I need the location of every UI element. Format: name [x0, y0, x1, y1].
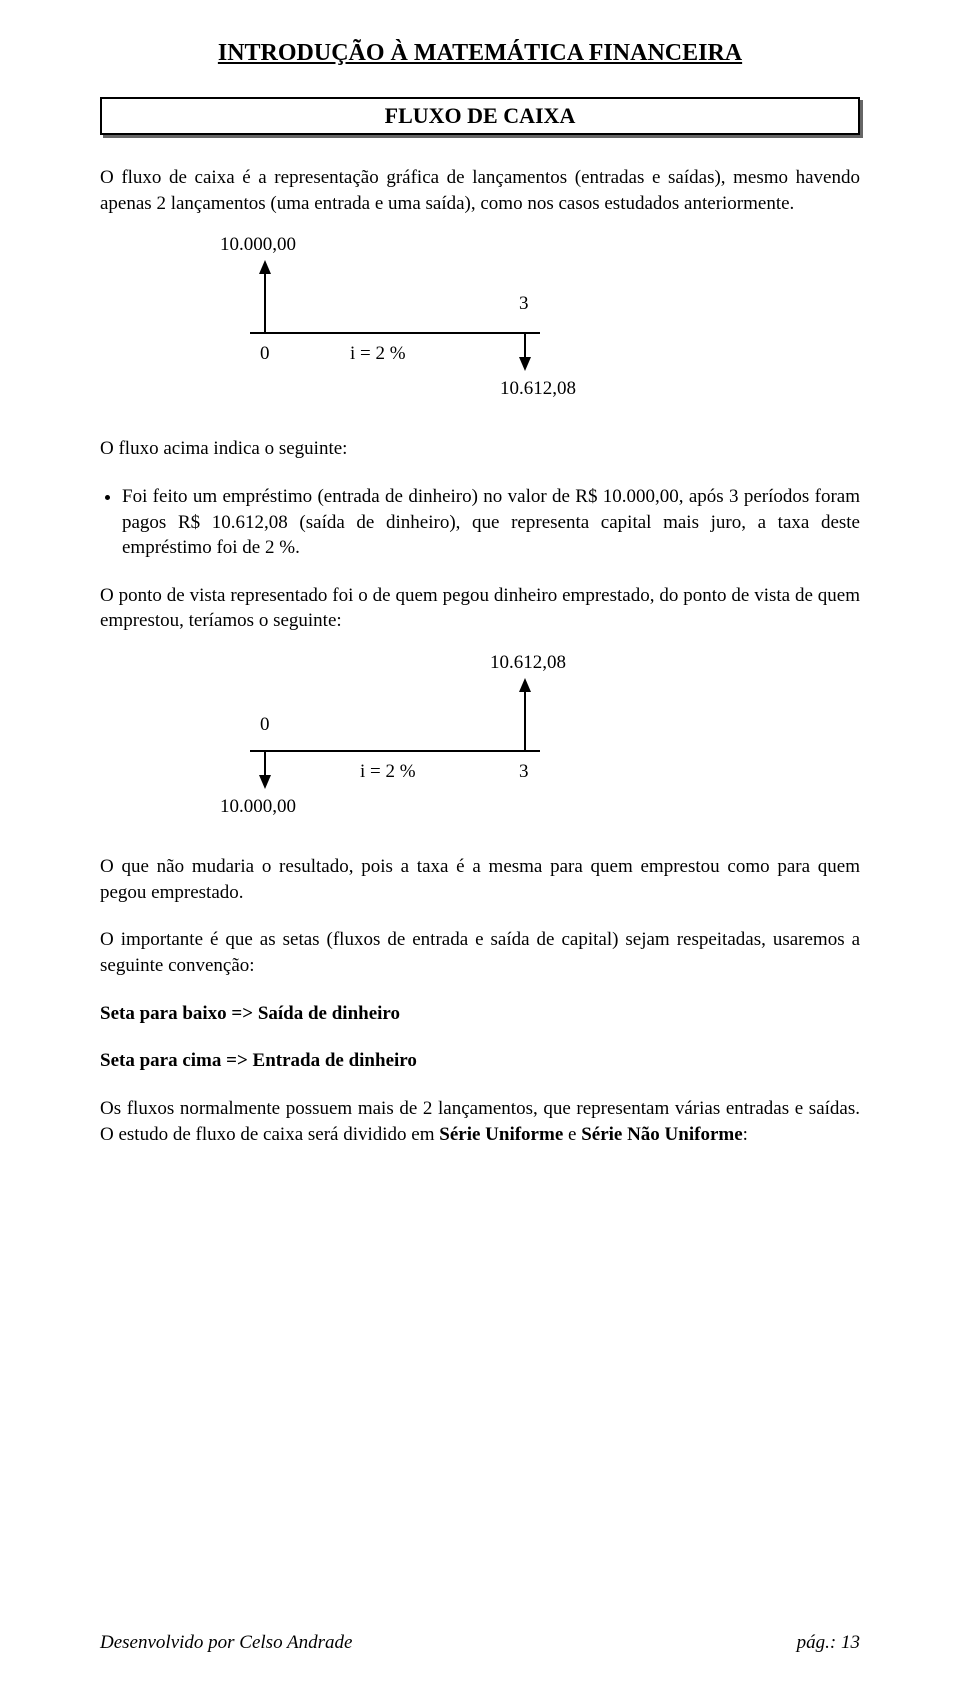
cashflow-diagram-lender: 10.612,08 0 i = 2 % 3 10.000,00: [240, 656, 860, 826]
d1-fv-label: 10.612,08: [500, 378, 576, 400]
para-flow-indicates: O fluxo acima indica o seguinte:: [100, 436, 860, 462]
d1-rate: i = 2 %: [350, 343, 406, 365]
d2-fv-label: 10.612,08: [490, 652, 566, 674]
cashflow-diagram-borrower: 10.000,00 0 i = 2 % 3 10.612,08: [240, 238, 860, 408]
para-convention: O importante é que as setas (fluxos de e…: [100, 927, 860, 978]
page: INTRODUÇÃO À MATEMÁTICA FINANCEIRA FLUXO…: [0, 0, 960, 1704]
d2-pv-label: 10.000,00: [220, 796, 296, 818]
para-pov: O ponto de vista representado foi o de q…: [100, 583, 860, 634]
rule-arrow-down: Seta para baixo => Saída de dinheiro: [100, 1001, 860, 1027]
bullet-list: Foi feito um empréstimo (entrada de dinh…: [100, 484, 860, 561]
page-title: INTRODUÇÃO À MATEMÁTICA FINANCEIRA: [100, 40, 860, 67]
d1-pv-label: 10.000,00: [220, 234, 296, 256]
bullet-item-1: Foi feito um empréstimo (entrada de dinh…: [122, 484, 860, 561]
d1-time0: 0: [260, 343, 270, 365]
d2-rate: i = 2 %: [360, 761, 416, 783]
footer-page-number: pág.: 13: [797, 1632, 860, 1654]
para-series: Os fluxos normalmente possuem mais de 2 …: [100, 1096, 860, 1147]
intro-paragraph: O fluxo de caixa é a representação gráfi…: [100, 165, 860, 216]
series-non-uniform: Série Não Uniforme: [581, 1124, 742, 1145]
para6-mid: e: [563, 1124, 581, 1145]
d2-n: 3: [519, 761, 529, 783]
d2-time0: 0: [260, 714, 270, 736]
para6-post: :: [743, 1124, 748, 1145]
rule-arrow-up: Seta para cima => Entrada de dinheiro: [100, 1048, 860, 1074]
page-footer: Desenvolvido por Celso Andrade pág.: 13: [100, 1632, 860, 1654]
para-no-change: O que não mudaria o resultado, pois a ta…: [100, 854, 860, 905]
section-heading: FLUXO DE CAIXA: [100, 97, 860, 135]
series-uniform: Série Uniforme: [439, 1124, 563, 1145]
d1-n: 3: [519, 293, 529, 315]
footer-author: Desenvolvido por Celso Andrade: [100, 1632, 352, 1654]
